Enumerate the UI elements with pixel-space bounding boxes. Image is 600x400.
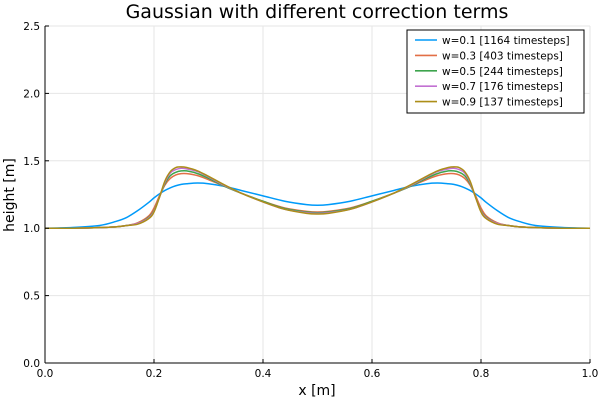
legend-entry: w=0.5 [244 timesteps] [442, 66, 563, 78]
series-line-0 [44, 182, 591, 229]
y-tick-labels: 0.0 0.5 1.0 1.5 2.0 2.5 [23, 21, 40, 370]
series-line-3 [44, 167, 591, 229]
axes [44, 25, 591, 364]
series-line-2 [44, 169, 591, 229]
x-tick-label: 1.0 [582, 368, 599, 380]
x-axis-label: x [m] [298, 383, 335, 399]
legend-entry: w=0.7 [176 timesteps] [442, 81, 563, 93]
y-tick-label: 2.5 [23, 21, 40, 33]
legend-entry: w=0.1 [1164 timesteps] [442, 35, 570, 47]
chart-title: Gaussian with different correction terms [126, 1, 509, 23]
series-line-1 [44, 172, 591, 229]
legend-entry: w=0.3 [403 timesteps] [442, 50, 563, 62]
legend-entry: w=0.9 [137 timesteps] [442, 97, 563, 109]
y-tick-label: 2.0 [23, 88, 40, 100]
x-tick-label: 0.6 [364, 368, 381, 380]
legend: w=0.1 [1164 timesteps] w=0.3 [403 timeste… [406, 29, 585, 114]
x-tick-label: 0.8 [473, 368, 490, 380]
x-tick-labels: 0.0 0.2 0.4 0.6 0.8 1.0 [37, 368, 599, 380]
x-tick-label: 0.2 [146, 368, 163, 380]
x-tick-label: 0.4 [255, 368, 272, 380]
series-line-4 [44, 166, 591, 229]
y-tick-label: 0.5 [23, 291, 40, 303]
x-tick-label: 0.0 [37, 368, 54, 380]
y-tick-label: 1.0 [23, 223, 40, 235]
y-tick-label: 1.5 [23, 156, 40, 168]
series-lines [44, 166, 591, 229]
y-tick-label: 0.0 [23, 358, 40, 370]
y-axis-label: height [m] [2, 158, 18, 232]
